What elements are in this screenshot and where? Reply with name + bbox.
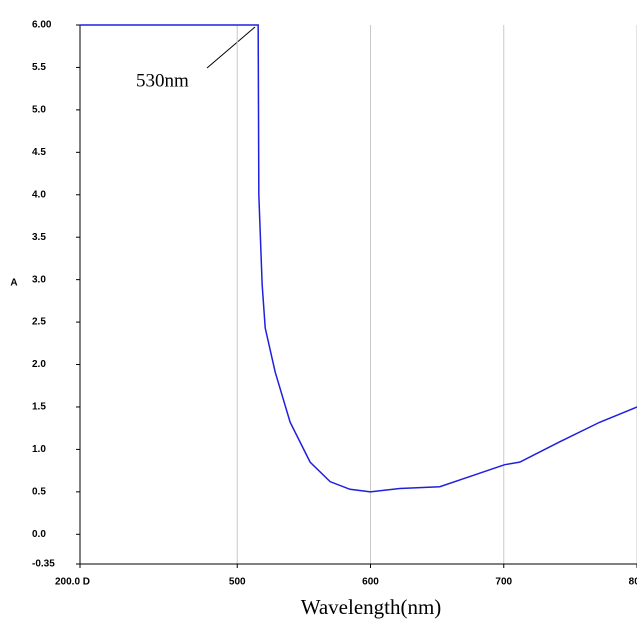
y-tick-label: -0.35: [32, 559, 55, 570]
x-tick-label: 800: [629, 577, 637, 588]
y-tick-label: 4.5: [32, 147, 46, 158]
x-tick-label: 600: [362, 577, 379, 588]
y-tick-label: 6.00: [32, 20, 52, 31]
y-tick-label: 2.5: [32, 317, 46, 328]
y-tick-label: 5.0: [32, 105, 46, 116]
y-tick-label: 1.5: [32, 402, 46, 413]
x-tick-label: 700: [495, 577, 512, 588]
y-tick-label: 1.0: [32, 444, 46, 455]
y-tick-label: 3.0: [32, 274, 46, 285]
annotation: 530nm: [136, 70, 189, 91]
y-tick-label: 0.5: [32, 486, 46, 497]
x-axis-label: Wavelength(nm): [301, 595, 442, 619]
x-tick-label: 200.0 D: [55, 577, 90, 588]
y-tick-label: 3.5: [32, 232, 46, 243]
y-tick-label: 0.0: [32, 529, 46, 540]
data-line: [80, 24, 637, 493]
x-tick-label: 500: [229, 577, 246, 588]
y-tick-label: 2.0: [32, 359, 46, 370]
annotation-pointer: [206, 26, 256, 69]
y-tick-label: 4.0: [32, 189, 46, 200]
y-tick-label: 5.5: [32, 62, 46, 73]
y-axis-label: A: [10, 278, 17, 289]
